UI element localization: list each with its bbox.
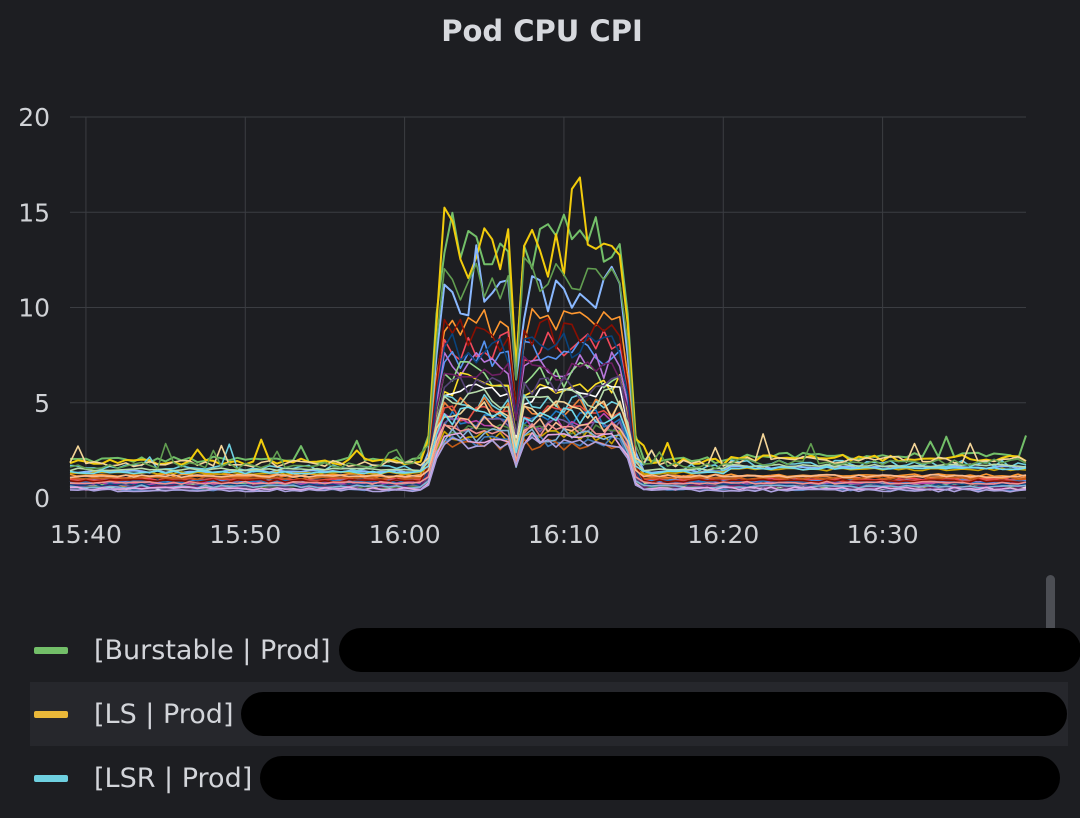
series-line [69, 307, 1027, 478]
series-line [69, 375, 1027, 491]
y-tick-label: 5 [34, 389, 50, 418]
series-line [69, 406, 1027, 475]
series-line [69, 415, 1027, 479]
axes: 0 5 10 15 20 15:40 15:50 16:00 16:10 16:20 16:30 [18, 103, 918, 549]
x-tick-label: 16:30 [847, 520, 919, 549]
series-line [69, 400, 1027, 468]
legend-swatch-ls [34, 710, 68, 718]
redacted-text [260, 756, 1061, 800]
redacted-text [338, 628, 1080, 672]
x-tick-label: 15:40 [50, 520, 122, 549]
series-line [69, 256, 1027, 470]
series-line [69, 332, 1027, 487]
y-tick-label: 0 [34, 484, 50, 513]
y-tick-label: 15 [18, 198, 50, 227]
x-tick-label: 16:20 [687, 520, 759, 549]
x-tick-label: 16:10 [528, 520, 600, 549]
legend: [Burstable | Prod] [LS | Prod] [LSR | Pr… [0, 618, 1080, 810]
series-line [69, 387, 1027, 472]
legend-swatch-lsr [34, 774, 68, 782]
x-tick-label: 16:00 [369, 520, 441, 549]
series-line [69, 211, 1027, 465]
series-line [69, 427, 1027, 489]
x-tick-label: 15:50 [209, 520, 281, 549]
series-line [69, 436, 1027, 493]
chart-title: Pod CPU CPI [441, 14, 643, 48]
series-line [69, 317, 1027, 484]
series-line [69, 421, 1027, 486]
legend-scrollbar[interactable] [1046, 575, 1055, 637]
legend-item-ls[interactable]: [LS | Prod] [30, 682, 1068, 746]
cpi-line-chart: 0 5 10 15 20 15:40 15:50 16:00 16:10 16:20 16:30 [18, 103, 1027, 549]
legend-item-burstable[interactable]: [Burstable | Prod] [0, 618, 1080, 682]
legend-label-lsr: [LSR | Prod] [94, 762, 253, 794]
legend-swatch-burstable [34, 646, 68, 654]
legend-item-lsr[interactable]: [LSR | Prod] [0, 746, 1080, 810]
y-tick-label: 20 [18, 103, 50, 132]
legend-label-ls: [LS | Prod] [94, 698, 234, 730]
redacted-text [241, 692, 1068, 736]
legend-label-burstable: [Burstable | Prod] [94, 634, 331, 666]
series-lines [69, 176, 1027, 493]
y-tick-label: 10 [18, 294, 50, 323]
